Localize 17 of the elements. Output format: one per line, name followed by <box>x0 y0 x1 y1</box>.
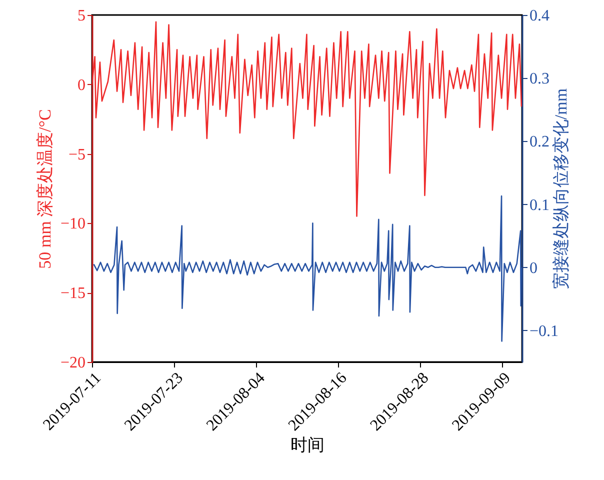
y2-tick-label: 0.4 <box>530 8 550 24</box>
y2-axis-title: 宽接缝处纵向位移变化/mm <box>552 88 571 290</box>
y-tick-label: −5 <box>68 146 86 164</box>
y-tick-label: −15 <box>60 285 86 302</box>
y-axis-title: 50 mm 深度处温度/°C <box>35 109 54 269</box>
y2-tick-label: −0.1 <box>530 322 559 340</box>
line-series <box>93 195 522 342</box>
y2-tick-label: 0.1 <box>530 196 550 214</box>
y2-tick-label: 0.2 <box>530 134 550 151</box>
y2-tick-label: 0 <box>530 260 538 277</box>
x-axis-title: 时间 <box>290 436 324 455</box>
y-tick-label: 0 <box>78 76 86 94</box>
y-tick-label: 5 <box>78 8 86 24</box>
y2-tick-label: 0.3 <box>530 70 550 88</box>
line-series <box>92 21 522 217</box>
y-tick-label: −10 <box>60 216 86 233</box>
y-tick-label: −20 <box>60 354 86 372</box>
